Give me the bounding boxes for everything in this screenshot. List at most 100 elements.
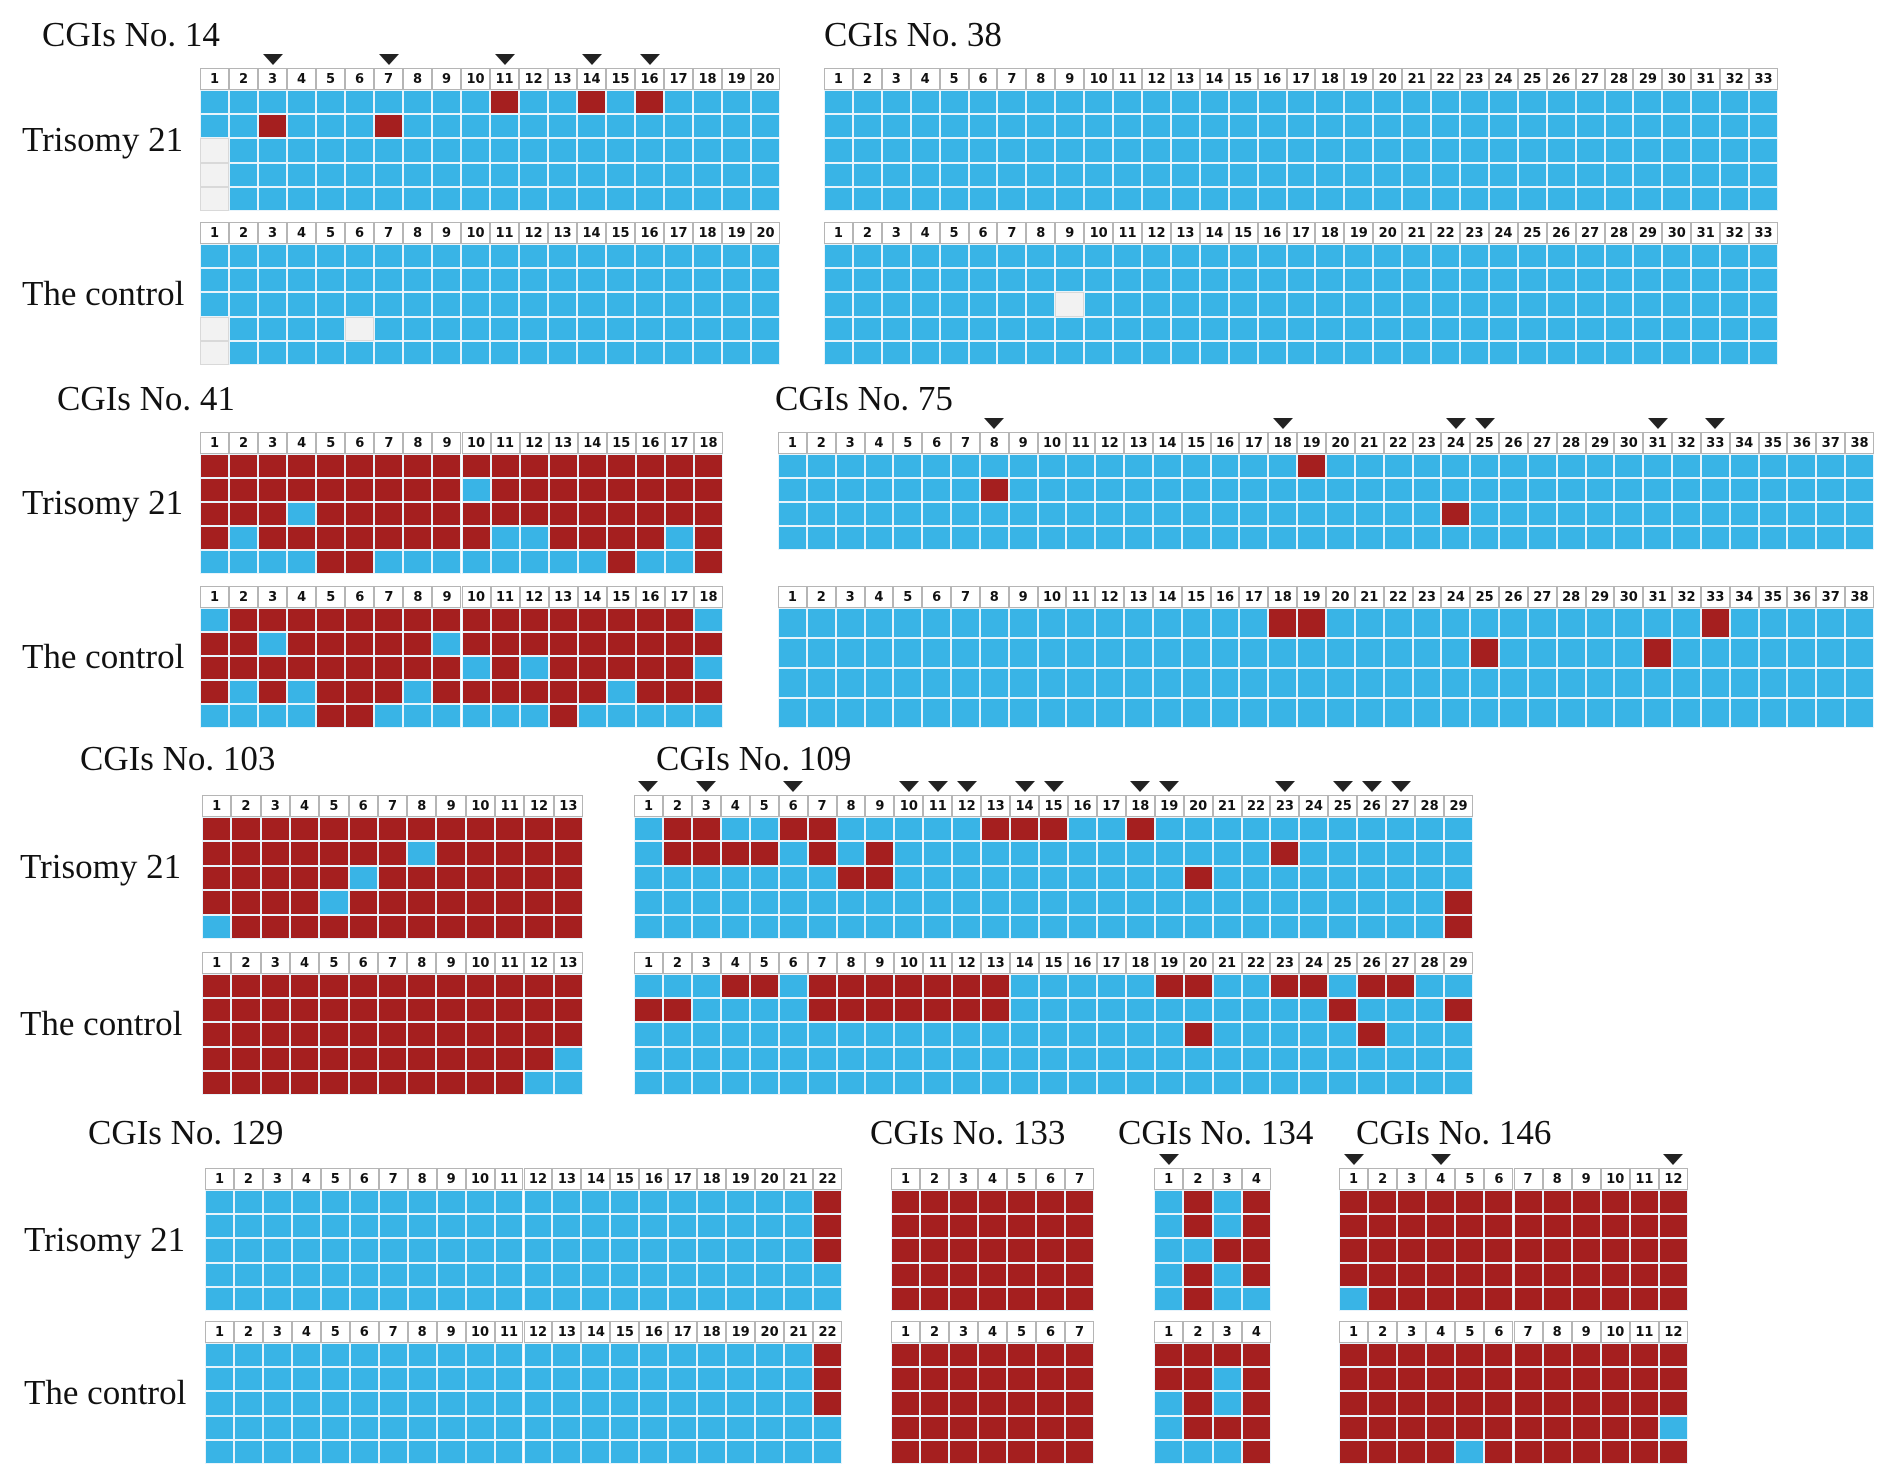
unmethylated-cpg-cell [923, 890, 953, 915]
unmethylated-cpg-cell [320, 1190, 350, 1215]
unmethylated-cpg-cell [320, 1367, 350, 1392]
unmethylated-cpg-cell [1037, 698, 1067, 728]
unmethylated-cpg-cell [1758, 668, 1788, 698]
unmethylated-cpg-cell [697, 1391, 727, 1416]
unmethylated-cpg-cell [1315, 268, 1345, 293]
unmethylated-cpg-cell [1039, 914, 1068, 939]
unmethylated-cpg-cell [1758, 608, 1788, 638]
unmethylated-cpg-cell [697, 1238, 727, 1263]
unmethylated-cpg-cell [523, 1262, 553, 1287]
unmethylated-cpg-cell [1517, 90, 1547, 115]
unmethylated-cpg-cell [1010, 841, 1040, 866]
methylated-cpg-cell [635, 656, 665, 680]
site-number: 1 [634, 795, 663, 817]
site-number: 24 [1488, 222, 1518, 244]
methylated-cpg-cell [200, 526, 230, 550]
unmethylated-cpg-cell [922, 478, 952, 502]
unmethylated-cpg-cell [693, 292, 722, 317]
unmethylated-cpg-cell [1026, 90, 1056, 115]
unmethylated-cpg-cell [865, 890, 895, 915]
methylated-cpg-cell [1212, 1415, 1242, 1440]
unmethylated-cpg-cell [1270, 1070, 1300, 1095]
methylated-cpg-cell [403, 478, 433, 502]
unmethylated-cpg-cell [1700, 638, 1730, 668]
site-number: 17 [1286, 222, 1316, 244]
site-number: 21 [1212, 795, 1242, 817]
methylated-cpg-cell [1241, 1214, 1271, 1239]
site-number: 1 [778, 432, 807, 454]
methylated-cpg-cell [495, 817, 525, 842]
unmethylated-cpg-cell [287, 550, 317, 574]
unmethylated-cpg-cell [461, 90, 490, 115]
unmethylated-cpg-cell [755, 1214, 785, 1239]
unmethylated-cpg-cell [291, 1415, 321, 1440]
unmethylated-cpg-cell [1441, 478, 1471, 502]
unmethylated-cpg-cell [824, 292, 853, 317]
unmethylated-cpg-cell [1055, 268, 1085, 293]
methylated-cpg-cell [836, 974, 866, 999]
site-number: 1 [1339, 1321, 1369, 1343]
site-number: 12 [519, 68, 548, 90]
unmethylated-cpg-cell [432, 292, 461, 317]
site-number: 16 [1210, 586, 1240, 608]
unmethylated-cpg-cell [403, 186, 432, 211]
unmethylated-cpg-cell [1212, 890, 1242, 915]
unmethylated-cpg-cell [552, 1262, 582, 1287]
unmethylated-cpg-cell [922, 638, 952, 668]
site-number: 8 [407, 795, 437, 817]
unmethylated-cpg-cell [997, 186, 1027, 211]
methylated-cpg-cell [407, 1022, 437, 1047]
unmethylated-cpg-cell [923, 841, 953, 866]
methylated-cpg-cell [432, 608, 462, 632]
methylated-cpg-cell [1007, 1343, 1036, 1368]
methylated-cpg-cell [1542, 1214, 1572, 1239]
site-number: 5 [749, 795, 779, 817]
unmethylated-cpg-cell [523, 1343, 553, 1368]
unmethylated-cpg-cell [968, 114, 998, 139]
unmethylated-cpg-cell [1556, 698, 1586, 728]
methylated-cpg-cell [1658, 1343, 1688, 1368]
unmethylated-cpg-cell [634, 865, 663, 891]
unmethylated-cpg-cell [981, 1022, 1011, 1047]
methylated-cpg-cell [1658, 1439, 1688, 1464]
unmethylated-cpg-cell [722, 138, 751, 163]
cpg-site-marker [927, 781, 948, 792]
unmethylated-cpg-cell [1270, 998, 1300, 1023]
unmethylated-cpg-cell [1527, 608, 1557, 638]
unmethylated-cpg-cell [1585, 502, 1615, 526]
methylated-cpg-cell [345, 478, 375, 502]
unmethylated-cpg-cell [1152, 454, 1182, 478]
methylated-cpg-cell [1183, 865, 1213, 891]
unmethylated-cpg-cell [635, 704, 665, 728]
unmethylated-cpg-cell [378, 1262, 408, 1287]
unmethylated-cpg-cell [1700, 668, 1730, 698]
unmethylated-cpg-cell [910, 138, 940, 163]
unmethylated-cpg-cell [291, 1214, 321, 1239]
unmethylated-cpg-cell [1415, 1070, 1445, 1095]
methylated-cpg-cell [836, 998, 866, 1023]
unmethylated-cpg-cell [697, 1286, 727, 1311]
unmethylated-cpg-cell [1488, 90, 1518, 115]
methylated-cpg-cell [1397, 1415, 1427, 1440]
unmethylated-cpg-cell [1125, 1046, 1155, 1071]
site-number: 4 [1426, 1168, 1456, 1190]
unmethylated-cpg-cell [639, 1415, 669, 1440]
unmethylated-cpg-cell [1055, 114, 1085, 139]
cpg-site-marker [262, 54, 283, 65]
site-number: 8 [1026, 222, 1056, 244]
cpg-site-marker [1274, 781, 1295, 792]
unmethylated-cpg-cell [1402, 292, 1432, 317]
site-number: 13 [552, 1168, 582, 1190]
site-number: 9 [865, 952, 895, 974]
site-number: 8 [407, 952, 437, 974]
site-number: 4 [978, 1168, 1007, 1190]
unmethylated-cpg-cell [1517, 292, 1547, 317]
methylated-cpg-cell [407, 865, 437, 891]
unmethylated-cpg-cell [806, 454, 836, 478]
unmethylated-cpg-cell [835, 502, 865, 526]
unmethylated-cpg-cell [755, 1343, 785, 1368]
site-number: 9 [432, 432, 462, 454]
site-number: 4 [864, 586, 894, 608]
unmethylated-cpg-cell [262, 1214, 292, 1239]
methylated-cpg-cell [316, 608, 346, 632]
